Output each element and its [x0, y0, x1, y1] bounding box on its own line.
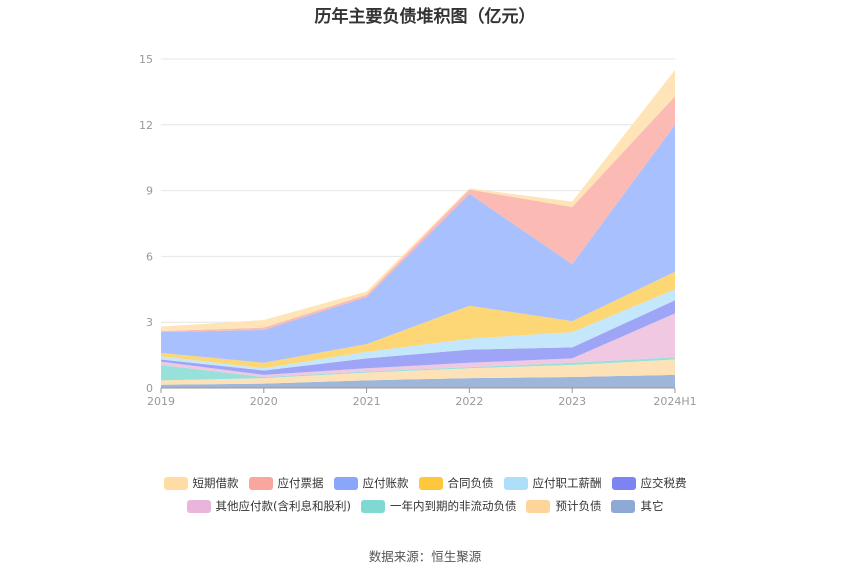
legend-item[interactable]: 应付职工薪酬 — [503, 475, 602, 491]
legend-swatch — [186, 499, 211, 513]
legend-label: 应付职工薪酬 — [532, 476, 602, 490]
y-tick-label: 15 — [139, 53, 153, 66]
legend-label: 其他应付款(含利息和股利) — [215, 499, 351, 513]
legend-row: 其他应付款(含利息和股利) 一年内到期的非流动负债 预计负债 其它 — [0, 495, 850, 517]
legend-swatch — [503, 476, 528, 490]
x-tick-label: 2022 — [455, 395, 483, 408]
area-series-0 — [161, 374, 675, 388]
y-tick-label: 6 — [146, 250, 153, 263]
legend-item[interactable]: 应交税费 — [611, 475, 687, 491]
stacked-area-chart: 0 3 6 9 12 15 2019 2020 2021 2022 2023 2024H1 — [139, 53, 697, 408]
legend-label: 其它 — [640, 499, 664, 513]
legend-label: 应付票据 — [277, 476, 324, 490]
legend-swatch — [333, 476, 358, 490]
legend: 短期借款 应付票据 应付账款 合同负债 应付职工薪酬 应交税费 其他应付款(含利息和股利)… — [0, 472, 850, 518]
area-series-5 — [161, 289, 675, 371]
legend-item[interactable]: 应付票据 — [248, 475, 324, 491]
legend-swatch — [611, 476, 636, 490]
chart-title: 历年主要负债堆积图（亿元） — [314, 7, 536, 27]
legend-label: 预计负债 — [555, 499, 602, 513]
legend-label: 应交税费 — [640, 476, 687, 490]
legend-label: 短期借款 — [192, 476, 239, 490]
legend-item[interactable]: 其他应付款(含利息和股利) — [186, 498, 351, 514]
legend-label: 一年内到期的非流动负债 — [389, 499, 517, 513]
legend-item[interactable]: 预计负债 — [526, 498, 601, 514]
legend-swatch — [248, 476, 273, 490]
area-series-8 — [161, 96, 675, 333]
legend-item[interactable]: 一年内到期的非流动负债 — [360, 498, 517, 514]
legend-row: 短期借款 应付票据 应付账款 合同负债 应付职工薪酬 应交税费 — [0, 472, 850, 494]
area-series-1 — [161, 359, 675, 385]
legend-swatch — [611, 499, 636, 513]
legend-label: 合同负债 — [447, 476, 494, 490]
x-tick-label: 2021 — [353, 395, 381, 408]
legend-label: 应付账款 — [362, 476, 409, 490]
data-source: 数据来源：恒生聚源 — [368, 549, 482, 564]
area-series-7 — [161, 124, 675, 363]
legend-item[interactable]: 合同负债 — [418, 475, 494, 491]
legend-swatch — [418, 476, 443, 490]
y-tick-label: 9 — [146, 185, 153, 198]
y-tick-label: 12 — [139, 119, 153, 132]
legend-swatch — [163, 476, 188, 490]
area-series-3 — [161, 313, 675, 378]
area-series-4 — [161, 300, 675, 375]
legend-swatch — [360, 499, 385, 513]
y-tick-label: 0 — [146, 382, 153, 395]
legend-item[interactable]: 应付账款 — [333, 475, 409, 491]
legend-swatch — [526, 499, 551, 513]
area-series-6 — [161, 271, 675, 369]
x-tick-label: 2023 — [558, 395, 586, 408]
x-tick-label: 2020 — [250, 395, 278, 408]
x-tick-label: 2019 — [147, 395, 175, 408]
legend-item[interactable]: 其它 — [611, 498, 663, 514]
area-series-2 — [161, 357, 675, 381]
x-tick-label: 2024H1 — [653, 395, 696, 408]
legend-item[interactable]: 短期借款 — [163, 475, 239, 491]
y-tick-label: 3 — [146, 316, 153, 329]
